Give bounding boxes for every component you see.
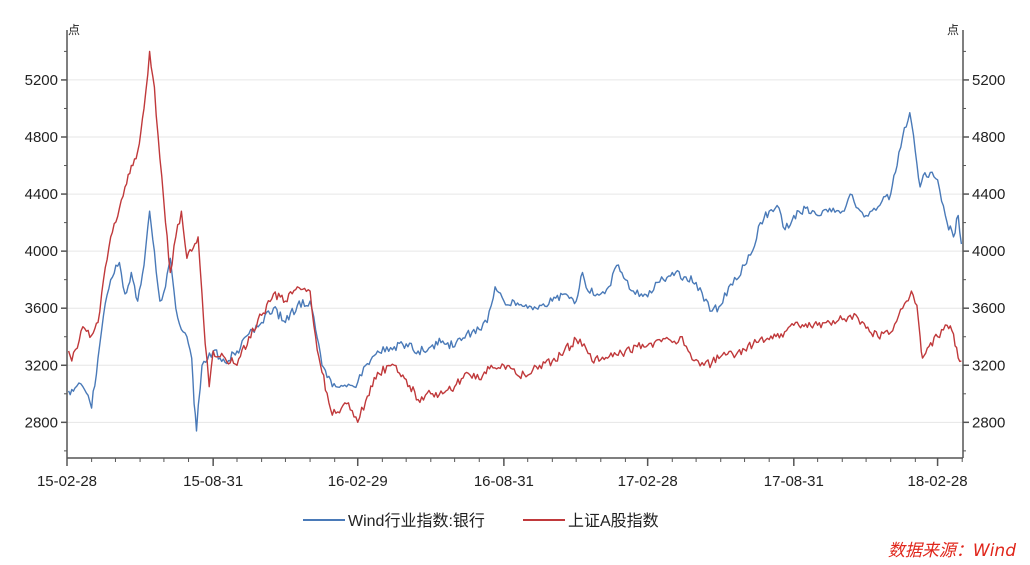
x-ticks: 15-02-28 15-08-31 16-02-29 16-08-31 17-02-28…	[37, 458, 968, 490]
y-tick-label-left: 2800	[25, 414, 58, 431]
legend-label: 上证A股指数	[568, 512, 659, 530]
y-tick-label-right: 4000	[972, 243, 1005, 260]
y-tick-label-left: 4400	[25, 186, 58, 203]
x-tick-label: 16-08-31	[474, 473, 534, 490]
y-tick-label-right: 4400	[972, 186, 1005, 203]
series-lines	[67, 50, 963, 432]
x-tick-label: 18-02-28	[908, 473, 968, 490]
gridlines	[67, 79, 963, 423]
x-tick-label: 15-02-28	[37, 473, 97, 490]
legend-label: Wind行业指数:银行	[348, 512, 485, 530]
x-tick-label: 16-02-29	[328, 473, 388, 490]
y-tick-label-right: 2800	[972, 414, 1005, 431]
y-tick-label-left: 3200	[25, 357, 58, 374]
y-tick-label-left: 4800	[25, 129, 58, 146]
y-tick-label-right: 3600	[972, 300, 1005, 317]
y-tick-label-right: 5200	[972, 72, 1005, 89]
y-ticks: 2800 2800 3200 3200 3600 3600 4000 4000 4400 4400…	[25, 50, 1005, 452]
right-axis-unit: 点	[947, 23, 959, 37]
y-tick-label-right: 3200	[972, 357, 1005, 374]
x-tick-label: 17-08-31	[764, 473, 824, 490]
y-tick-label-left: 3600	[25, 300, 58, 317]
x-tick-label: 17-02-28	[618, 473, 678, 490]
y-tick-label-left: 5200	[25, 72, 58, 89]
axes: 点 点	[66, 23, 964, 459]
y-tick-label-left: 4000	[25, 243, 58, 260]
series-line-0	[67, 112, 963, 432]
source-note: 数据来源：Wind	[887, 541, 1016, 561]
legend: Wind行业指数:银行 上证A股指数	[303, 512, 659, 530]
left-axis-unit: 点	[68, 23, 80, 37]
x-tick-label: 15-08-31	[183, 473, 243, 490]
y-tick-label-right: 4800	[972, 129, 1005, 146]
series-line-1	[67, 50, 962, 423]
